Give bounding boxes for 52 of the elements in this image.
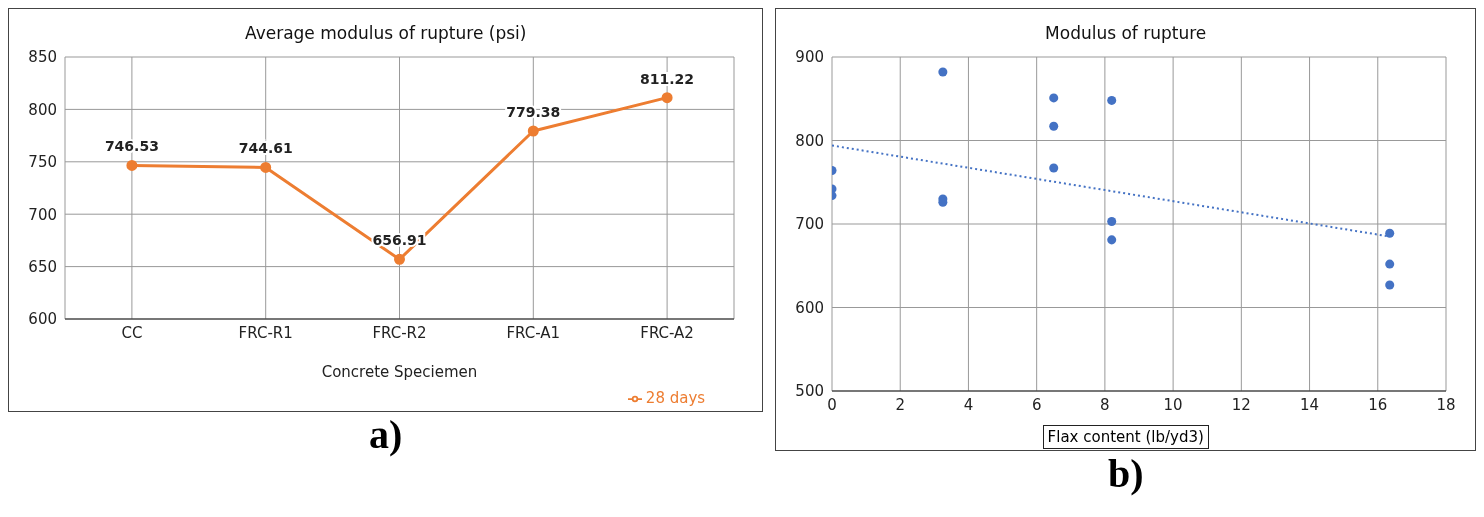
point xyxy=(1385,228,1395,238)
legend-label: 28 days xyxy=(645,389,706,407)
y-tick-label: 900 xyxy=(795,48,825,67)
point xyxy=(1049,163,1059,173)
point xyxy=(938,67,948,77)
data-label: 744.61 xyxy=(238,140,293,157)
point xyxy=(1049,93,1059,103)
point xyxy=(1385,280,1395,290)
x-tick-label: 6 xyxy=(1032,395,1042,414)
x-tick-label: FRC-A1 xyxy=(506,323,561,342)
y-tick-label: 700 xyxy=(28,205,57,224)
y-tick-label: 750 xyxy=(28,153,57,172)
y-tick-label: 800 xyxy=(28,100,57,119)
x-tick-label: 12 xyxy=(1232,395,1252,414)
point xyxy=(260,161,272,173)
y-tick-label: 850 xyxy=(28,48,57,67)
point xyxy=(527,125,539,137)
data-label: 746.53 xyxy=(104,138,159,155)
x-tick-label: 16 xyxy=(1368,395,1388,414)
point xyxy=(126,159,138,171)
point xyxy=(1107,235,1117,245)
point xyxy=(1107,216,1117,226)
x-tick-label: 0 xyxy=(827,395,838,414)
text: a) xyxy=(368,411,404,458)
x-tick-label: FRC-R2 xyxy=(372,323,427,342)
data-label: 779.38 xyxy=(506,104,561,121)
x-tick-label: 14 xyxy=(1300,395,1320,414)
x-tick-label: 10 xyxy=(1164,395,1184,414)
chart-title: Modulus of rupture xyxy=(1044,22,1208,45)
data-label: 811.22 xyxy=(640,70,695,87)
chart-title: Average modulus of rupture (psi) xyxy=(244,22,528,45)
x-tick-label: FRC-A2 xyxy=(640,323,694,342)
x-tick-label: 18 xyxy=(1436,395,1456,414)
y-tick-label: 700 xyxy=(795,215,825,234)
point xyxy=(1385,259,1395,269)
y-tick-label: 600 xyxy=(28,310,57,329)
y-tick-label: 800 xyxy=(795,131,825,150)
y-tick-label: 650 xyxy=(28,257,57,276)
point xyxy=(661,92,673,104)
point xyxy=(394,253,405,265)
x-tick-label: 4 xyxy=(964,395,974,414)
x-axis-title: Flax content (lb/yd3) xyxy=(1042,425,1209,449)
x-tick-label: CC xyxy=(121,323,143,342)
x-tick-label: 8 xyxy=(1100,395,1111,414)
x-tick-label: FRC-R1 xyxy=(238,323,293,342)
y-tick-label: 500 xyxy=(795,382,825,401)
x-axis-title: Concrete Speciemen xyxy=(321,363,478,381)
point xyxy=(1049,121,1059,131)
y-tick-label: 600 xyxy=(795,298,825,317)
x-tick-label: 2 xyxy=(895,395,906,414)
text: b) xyxy=(1106,450,1145,497)
point xyxy=(1107,95,1117,105)
